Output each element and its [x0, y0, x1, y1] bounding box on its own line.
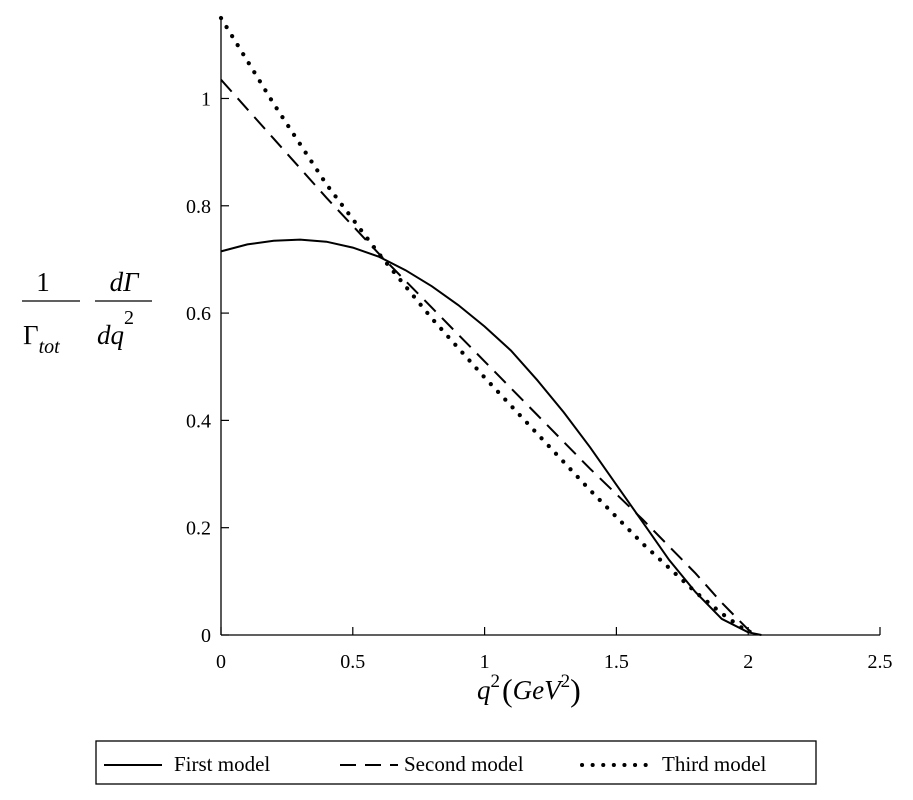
ylabel-gamma: Γ: [23, 320, 39, 350]
legend-box: [95, 740, 817, 785]
y-tick-label: 0: [201, 625, 211, 647]
legend-label-third: Third model: [662, 752, 767, 776]
ylabel-den-left: Γtot: [23, 320, 60, 358]
y-tick-label: 0.8: [186, 196, 211, 218]
y-ticks: 0 0.2 0.4 0.6 0.8 1: [186, 88, 229, 647]
legend-label-first: First model: [174, 752, 270, 776]
ylabel-num-right: dΓ: [110, 267, 141, 297]
xlabel-paren-open: (: [502, 672, 513, 708]
xlabel-paren-close: ): [570, 672, 581, 708]
x-tick-label: 1: [480, 651, 490, 673]
xlabel-q-exp: 2: [491, 671, 501, 692]
y-tick-label: 1: [201, 88, 211, 110]
legend-label-second: Second model: [404, 752, 524, 776]
x-tick-label: 0.5: [340, 651, 365, 673]
ylabel-den-right: dq2: [97, 307, 134, 350]
plot-area: 0 0.5 1 1.5 2 2.5 0 0.2 0.4 0.6 0.8 1: [186, 15, 893, 673]
ylabel-gamma-sub: tot: [39, 336, 61, 358]
x-tick-label: 2.5: [868, 651, 893, 673]
x-ticks: 0 0.5 1 1.5 2 2.5: [216, 627, 893, 673]
y-tick-label: 0.4: [186, 410, 211, 432]
series-layer: [218, 15, 762, 636]
legend: First model Second model Third model: [95, 740, 817, 785]
ylabel-dq: dq: [97, 320, 124, 350]
series-line-3: [218, 15, 751, 635]
x-tick-label: 1.5: [604, 651, 629, 673]
y-axis-label: 1 Γtot dΓ dq2: [22, 267, 152, 358]
x-tick-label: 0: [216, 651, 226, 673]
ylabel-num-left: 1: [36, 267, 50, 297]
x-axis-label: q2(GeV2): [477, 671, 581, 708]
series-line-1: [220, 238, 762, 636]
x-tick-label: 2: [743, 651, 753, 673]
series-line-2: [220, 79, 757, 636]
y-tick-label: 0.6: [186, 303, 211, 325]
xlabel-unit-exp: 2: [561, 671, 571, 692]
xlabel-q: q: [477, 675, 491, 705]
y-tick-label: 0.2: [186, 518, 211, 540]
xlabel-unit: GeV: [513, 675, 564, 705]
ylabel-dq-exp: 2: [124, 307, 134, 329]
